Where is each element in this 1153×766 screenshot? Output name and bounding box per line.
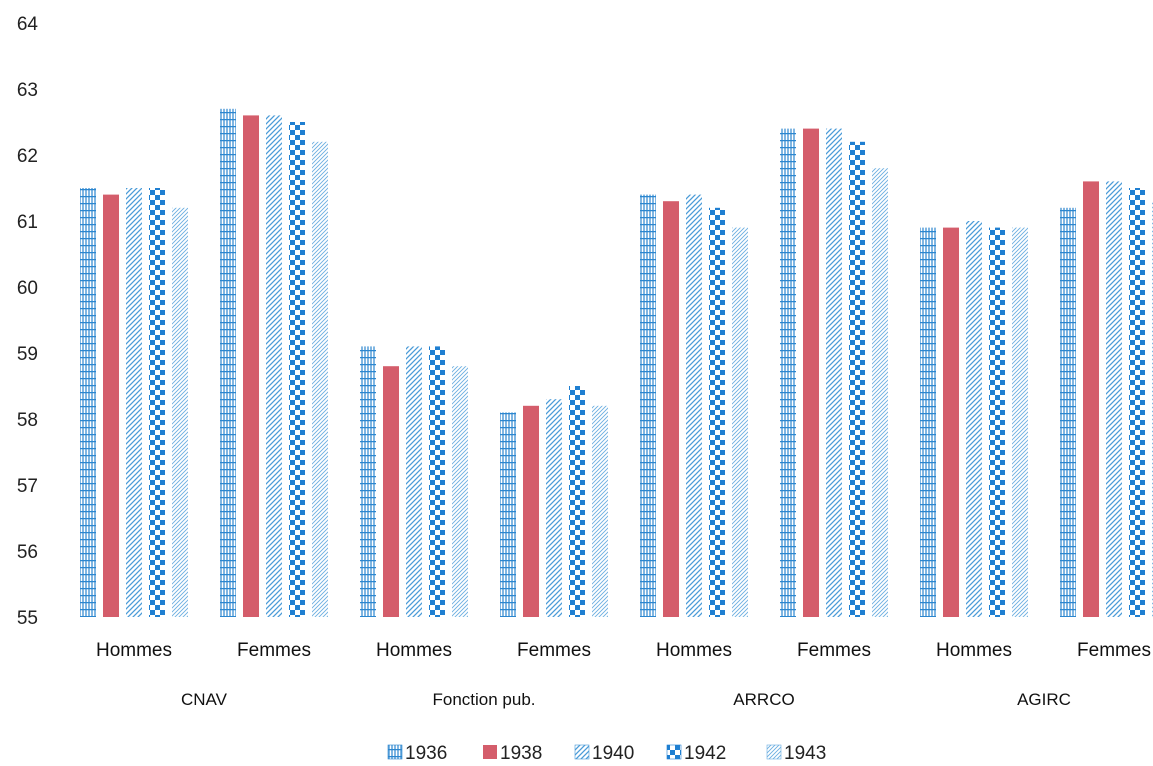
bar-1940-5	[826, 128, 842, 617]
bar-1943-0	[172, 207, 188, 618]
bar-1942-1	[289, 122, 305, 617]
bar-1936-1	[220, 108, 236, 618]
legend-label-1942: 1942	[684, 743, 726, 764]
legend-label-1943: 1943	[784, 743, 826, 764]
bar-1942-5	[849, 141, 865, 618]
legend-label-1940: 1940	[592, 743, 634, 764]
legend: 1936 1938 1940 1942 1943	[387, 743, 826, 764]
legend-label-1936: 1936	[405, 743, 447, 764]
bar-1938-4	[663, 201, 679, 617]
bar-1940-2	[406, 346, 422, 617]
y-tick-label: 60	[17, 278, 38, 299]
y-tick-label: 61	[17, 212, 38, 233]
x-axis: Hommes Femmes Hommes Femmes Hommes Femmes Homm…	[96, 640, 1151, 709]
bar-1940-1	[266, 115, 282, 618]
x-category-label: Hommes	[376, 640, 452, 661]
y-tick-label: 55	[17, 608, 38, 629]
bar-1942-0	[149, 188, 165, 617]
bar-1936-0	[80, 188, 96, 617]
bar-1936-7	[1060, 207, 1076, 618]
bar-1940-6	[966, 221, 982, 617]
bar-1938-7	[1083, 181, 1099, 617]
x-category-label: Femmes	[517, 640, 591, 661]
bar-1940-4	[686, 194, 702, 617]
x-group-label: CNAV	[181, 690, 228, 709]
bar-1943-3	[592, 405, 608, 617]
x-category-label: Hommes	[656, 640, 732, 661]
bar-1936-5	[780, 128, 796, 617]
y-tick-label: 62	[17, 146, 38, 167]
bar-1938-5	[803, 128, 819, 617]
legend-swatch-1936	[387, 744, 403, 760]
x-category-label: Hommes	[96, 640, 172, 661]
bar-1942-6	[989, 227, 1005, 617]
legend-swatch-1943	[766, 744, 782, 760]
y-tick-label: 58	[17, 410, 38, 431]
x-group-label: AGIRC	[1017, 690, 1071, 709]
x-category-label: Femmes	[1077, 640, 1151, 661]
bar-1938-2	[383, 366, 399, 617]
y-tick-label: 59	[17, 344, 38, 365]
y-tick-label: 56	[17, 542, 38, 563]
x-category-label: Hommes	[936, 640, 1012, 661]
bar-1942-2	[429, 346, 445, 617]
bar-1943-5	[872, 168, 888, 617]
bar-1943-6	[1012, 227, 1028, 617]
legend-swatch-1942	[666, 744, 682, 760]
bar-1938-0	[103, 194, 119, 617]
legend-swatch-1940	[574, 744, 590, 760]
bar-1936-6	[920, 227, 936, 617]
x-group-label: Fonction pub.	[432, 690, 535, 709]
y-tick-label: 63	[17, 80, 38, 101]
bar-1938-3	[523, 405, 539, 617]
bar-1940-3	[546, 399, 562, 617]
y-axis: 55 56 57 58 59 60 61 62 63 64	[17, 14, 39, 629]
bar-1942-4	[709, 207, 725, 618]
x-category-label: Femmes	[797, 640, 871, 661]
bar-1942-3	[569, 386, 585, 617]
bar-1938-6	[943, 227, 959, 617]
bar-1936-3	[500, 412, 516, 617]
bar-1942-7	[1129, 188, 1145, 617]
legend-swatch-1938	[483, 745, 497, 759]
y-tick-label: 57	[17, 476, 38, 497]
legend-label-1938: 1938	[500, 743, 542, 764]
bar-1936-2	[360, 346, 376, 617]
bar-1936-4	[640, 194, 656, 617]
bars	[80, 108, 1153, 618]
bar-1943-1	[312, 141, 328, 618]
y-tick-label: 64	[17, 14, 39, 35]
bar-1943-4	[732, 227, 748, 617]
bar-1940-7	[1106, 181, 1122, 617]
bar-1938-1	[243, 115, 259, 618]
x-category-label: Femmes	[237, 640, 311, 661]
x-group-label: ARRCO	[733, 690, 794, 709]
bar-1940-0	[126, 188, 142, 617]
bar-1943-2	[452, 366, 468, 617]
